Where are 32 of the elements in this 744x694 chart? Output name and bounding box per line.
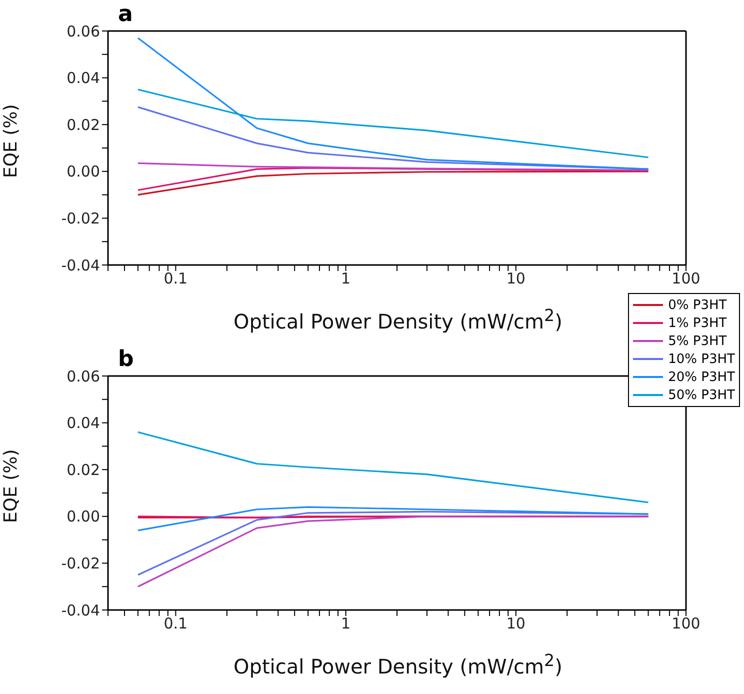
x-tick-label: 10 [506, 614, 526, 633]
y-tick-label: 0.02 [66, 116, 100, 134]
y-tick-label: -0.04 [61, 256, 100, 274]
y-tick-label: -0.02 [61, 210, 100, 228]
y-axis-title: EQE (%) [0, 449, 22, 523]
x-tick-label: 100 [672, 614, 700, 633]
y-tick-label: 0.00 [66, 162, 100, 181]
y-tick-label: 0.02 [66, 460, 100, 479]
x-tick-label: 10 [506, 270, 526, 288]
x-axis-title: Optical Power Density (mW/cm$^{2}$) [234, 306, 562, 334]
y-tick-label: 0.06 [66, 367, 100, 386]
x-tick-label: 100 [672, 270, 700, 288]
legend-label: 1% P3HT [668, 316, 727, 330]
y-tick-label: 0.00 [66, 508, 100, 526]
x-axis-title: Optical Power Density (mW/cm$^{2}$) [232, 651, 564, 679]
y-tick-label: -0.02 [61, 554, 100, 573]
y-tick-label: 0.06 [66, 22, 100, 40]
x-tick-label: 1 [341, 614, 351, 633]
legend-label: 20% P3HT [668, 370, 735, 384]
x-tick-label: 1 [341, 270, 351, 288]
legend-label: 0% P3HT [668, 298, 727, 312]
y-axis-title: EQE (%) [0, 104, 22, 178]
y-tick-label: 0.04 [66, 414, 100, 432]
x-tick-label: 0.1 [164, 614, 188, 633]
x-tick-label: 0.1 [164, 270, 188, 288]
chart-title: a [118, 2, 133, 27]
chart-title: b [118, 347, 134, 372]
legend-label: 5% P3HT [668, 334, 727, 348]
y-tick-label: -0.04 [61, 601, 100, 620]
legend-label: 50% P3HT [668, 388, 735, 402]
legend-label: 10% P3HT [668, 352, 735, 366]
y-tick-label: 0.04 [66, 69, 100, 88]
